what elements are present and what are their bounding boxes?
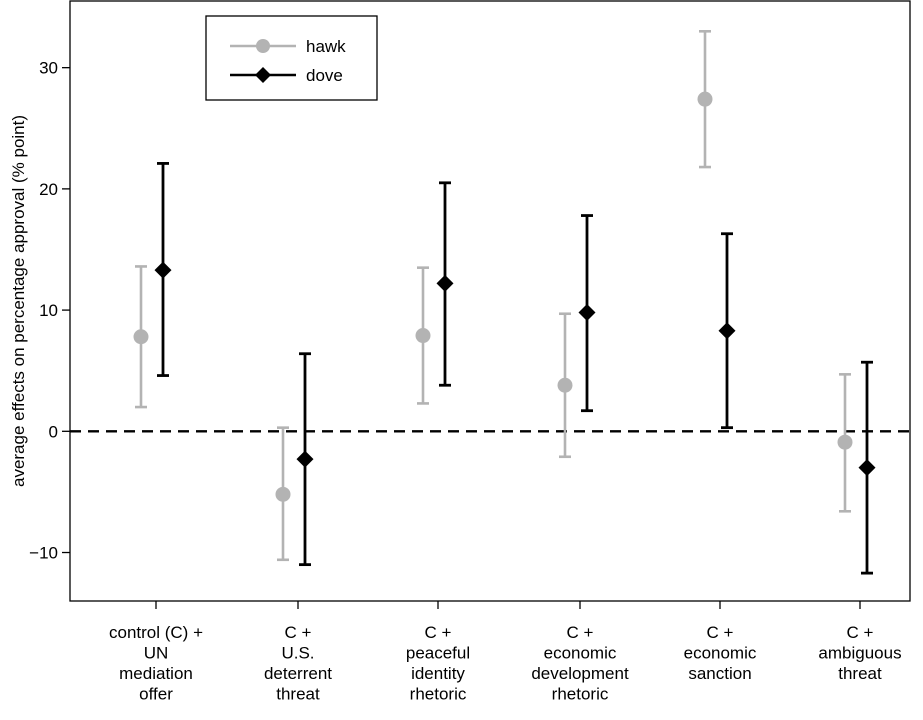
x-tick-label-line: deterrent	[264, 664, 332, 683]
x-tick-label-c2: C + U.S. deterrent threat	[264, 623, 332, 704]
legend-entry-hawk: hawk	[230, 37, 346, 56]
x-tick-label-line: UN	[144, 644, 169, 663]
legend-entry-dove: dove	[230, 66, 343, 85]
y-axis: −10 0 10 20 30	[29, 59, 70, 563]
x-tick-label-line: development	[531, 664, 629, 683]
plot-frame	[69, 0, 911, 602]
legend-dove-marker	[255, 67, 271, 83]
x-tick-label-line: offer	[139, 685, 173, 704]
point-markers	[133, 91, 876, 502]
dove-point	[436, 274, 454, 292]
legend: hawk dove	[205, 15, 378, 101]
x-tick-label-line: rhetoric	[410, 685, 467, 704]
x-axis: control (C) + UN mediation offer C + U.S. dete…	[109, 601, 902, 704]
x-tick-label-line: ambiguous	[818, 644, 901, 663]
x-tick-label-line: identity	[411, 664, 465, 683]
y-tick-label: 20	[39, 180, 58, 199]
dove-point	[154, 261, 172, 279]
hawk-point	[275, 486, 291, 502]
y-tick-label: 10	[39, 301, 58, 320]
x-tick-label-c1: control (C) + UN mediation offer	[109, 623, 203, 704]
dove-point	[858, 459, 876, 477]
dove-point	[578, 304, 596, 322]
hawk-point	[697, 91, 713, 107]
dove-point	[718, 322, 736, 340]
x-tick-label-line: peaceful	[406, 644, 470, 663]
hawk-point	[415, 328, 431, 344]
x-tick-label-c3: C + peaceful identity rhetoric	[406, 623, 470, 704]
legend-box	[205, 15, 378, 101]
x-tick-label-line: threat	[276, 685, 320, 704]
x-tick-label-line: C +	[285, 623, 312, 642]
hawk-point	[557, 377, 573, 393]
y-tick-label: −10	[29, 544, 58, 563]
x-tick-label-c4: C + economic development rhetoric	[531, 623, 629, 704]
dove-point	[296, 450, 314, 468]
x-tick-label-line: economic	[544, 644, 617, 663]
plot-area	[69, 0, 911, 602]
x-tick-label-line: C +	[847, 623, 874, 642]
x-tick-label-line: C +	[567, 623, 594, 642]
legend-hawk-label: hawk	[306, 37, 346, 56]
x-tick-label-line: economic	[684, 644, 757, 663]
x-tick-label-line: control (C) +	[109, 623, 203, 642]
x-tick-label-line: rhetoric	[552, 685, 609, 704]
y-tick-label: 0	[49, 422, 58, 441]
legend-dove-label: dove	[306, 66, 343, 85]
x-tick-label-c5: C + economic sanction	[684, 623, 757, 683]
hawk-point	[837, 434, 853, 450]
x-tick-label-line: sanction	[688, 664, 751, 683]
x-tick-label-line: U.S.	[281, 644, 314, 663]
y-tick-label: 30	[39, 59, 58, 78]
legend-hawk-marker	[256, 39, 270, 53]
error-bars	[135, 30, 873, 575]
x-tick-label-line: mediation	[119, 664, 193, 683]
x-tick-label-c6: C + ambiguous threat	[818, 623, 901, 683]
hawk-point	[133, 329, 149, 345]
x-tick-label-line: C +	[707, 623, 734, 642]
y-axis-label: average effects on percentage approval (…	[9, 115, 28, 487]
x-tick-label-line: threat	[838, 664, 882, 683]
x-tick-label-line: C +	[425, 623, 452, 642]
